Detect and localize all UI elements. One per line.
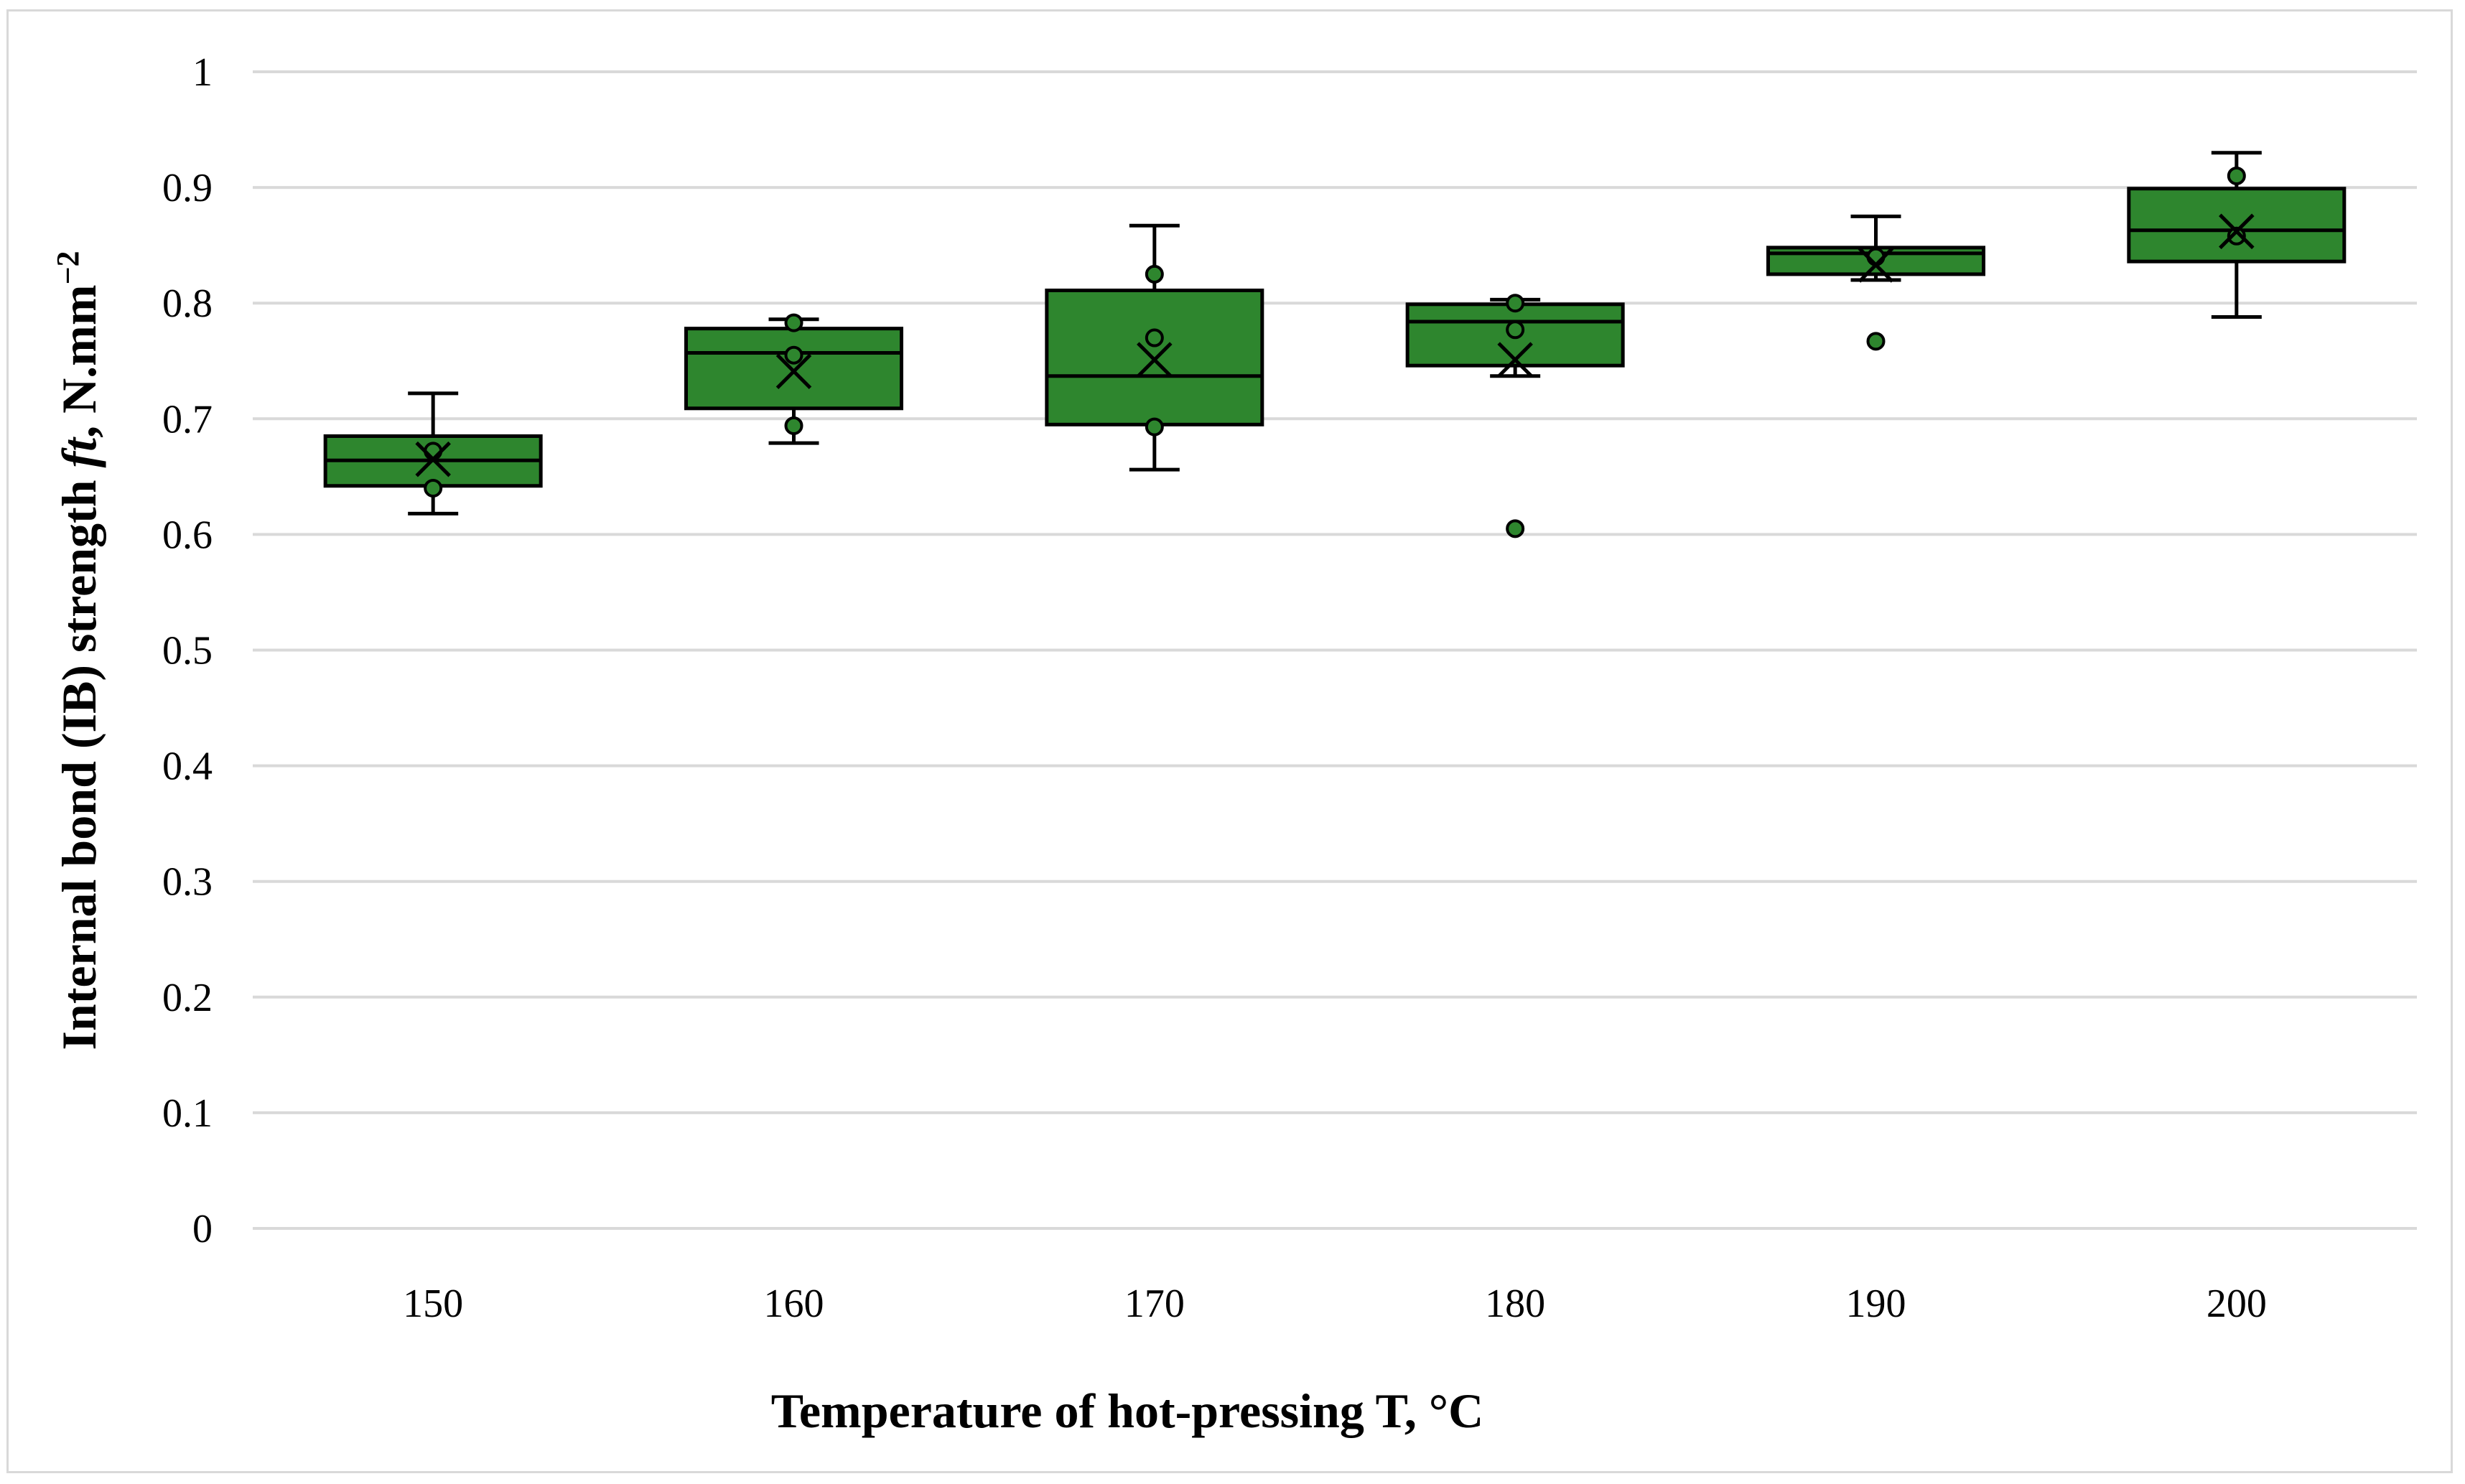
x-tick-label: 180 <box>1485 1282 1545 1326</box>
x-tick-label: 190 <box>1846 1282 1906 1326</box>
box-group <box>1766 214 1985 351</box>
mean-marker-stroke <box>775 353 812 390</box>
data-point <box>1506 519 1525 538</box>
y-axis-tick-labels: 0 0.1 0.2 0.3 0.4 0.5 0.6 0.7 0.8 0.9 1 <box>162 50 213 1251</box>
y-tick-label: 0.9 <box>162 166 213 210</box>
mean-marker <box>775 353 812 390</box>
y-tick-label: 0.4 <box>162 745 213 789</box>
data-point <box>1866 247 1886 266</box>
mean-marker-stroke <box>1858 247 1894 283</box>
mean-marker-stroke <box>1497 342 1533 378</box>
box-group <box>1405 294 1625 538</box>
data-point <box>784 313 803 332</box>
mean-marker <box>1497 342 1533 378</box>
x-tick-label: 160 <box>764 1282 824 1326</box>
y-axis-title-prefix: Internal bond (IB) strength <box>52 467 106 1050</box>
y-tick-label: 0.8 <box>162 281 213 326</box>
box-group <box>1045 223 1264 472</box>
data-point <box>2227 226 2246 246</box>
y-axis-title-symbol: ft <box>52 437 106 468</box>
box-group <box>2127 151 2347 319</box>
data-point <box>424 442 443 461</box>
x-tick-label: 200 <box>2207 1282 2267 1326</box>
mean-marker-stroke <box>2219 213 2255 250</box>
data-point <box>1506 320 1525 340</box>
mean-marker-stroke <box>415 441 451 477</box>
mean-marker <box>415 441 451 477</box>
y-axis-title-exponent: −2 <box>50 251 85 284</box>
chart-frame <box>6 9 2453 1473</box>
data-point <box>1506 294 1525 313</box>
data-point <box>1145 264 1164 284</box>
y-axis-title: Internal bond (IB) strength ft, N.mm−2 <box>50 251 106 1050</box>
data-point <box>424 478 443 498</box>
mean-marker <box>1858 247 1894 283</box>
data-point <box>1145 417 1164 437</box>
data-point <box>1866 332 1886 351</box>
x-axis-title: Temperature of hot-pressing T, °C <box>771 1383 1483 1438</box>
iqr-box <box>2127 187 2347 263</box>
data-point <box>784 345 803 365</box>
data-point <box>2227 166 2246 185</box>
y-tick-label: 0 <box>192 1207 213 1251</box>
y-tick-label: 0.3 <box>162 860 213 905</box>
box-group <box>684 313 903 445</box>
x-tick-label: 170 <box>1124 1282 1185 1326</box>
y-axis-title-suffix: , N.mm <box>52 285 106 438</box>
gridlines <box>253 70 2417 1114</box>
box-group <box>323 391 543 515</box>
y-tick-label: 1 <box>192 50 213 95</box>
mean-marker-stroke <box>1137 342 1173 378</box>
data-point <box>1145 328 1164 347</box>
box-series <box>323 151 2347 538</box>
data-point <box>784 416 803 435</box>
mean-marker <box>1137 342 1173 378</box>
x-axis-tick-labels: 150 160 170 180 190 200 <box>403 1282 2267 1326</box>
x-tick-label: 150 <box>403 1282 463 1326</box>
y-tick-label: 0.7 <box>162 397 213 442</box>
y-tick-label: 0.2 <box>162 976 213 1020</box>
y-tick-label: 0.6 <box>162 513 213 557</box>
iqr-box <box>684 327 903 411</box>
mean-marker <box>2219 213 2255 250</box>
y-tick-label: 0.1 <box>162 1091 213 1136</box>
y-tick-label: 0.5 <box>162 629 213 673</box>
